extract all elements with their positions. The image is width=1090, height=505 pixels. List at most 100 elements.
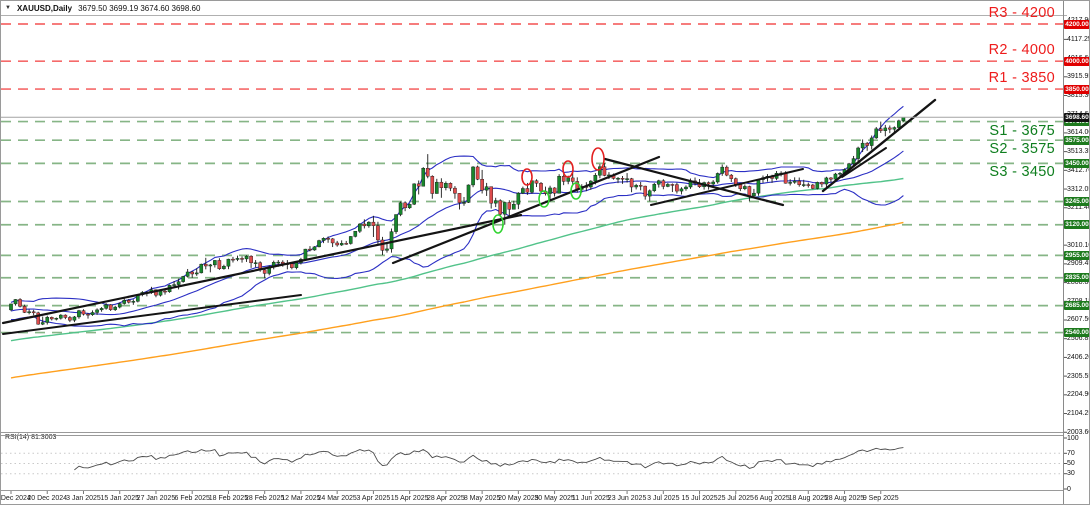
date-tick-label: 10 Dec 2024	[0, 495, 31, 502]
bull-candle	[45, 317, 50, 323]
date-tick-label: 6 Aug 2025	[754, 495, 790, 502]
bear-candle	[620, 178, 625, 180]
swing-high-marker[interactable]	[591, 147, 605, 171]
bear-candle	[376, 225, 380, 241]
swing-high-marker[interactable]	[521, 168, 533, 186]
bull-candle	[616, 178, 620, 180]
bull-candle	[471, 166, 475, 186]
bull-candle	[394, 214, 398, 232]
trendline[interactable]	[603, 157, 785, 207]
date-tick-label: 18 Feb 2025	[208, 495, 249, 502]
date-tick-label: 18 Aug 2025	[788, 495, 828, 502]
bull-candle	[743, 186, 747, 189]
bear-candle	[724, 166, 729, 176]
bull-candle	[666, 184, 670, 187]
support-price-badge: 2955.00	[1064, 250, 1089, 260]
rsi-value: 81.3003	[31, 434, 57, 441]
bull-candle	[598, 166, 602, 176]
bear-candle	[49, 317, 54, 320]
bear-candle	[706, 182, 711, 185]
price-tick-label: 2808.80	[1067, 279, 1090, 287]
price-tick-label: 3010.10	[1067, 241, 1090, 249]
bear-candle	[507, 202, 512, 210]
bear-candle	[783, 172, 788, 184]
swing-low-marker[interactable]	[538, 190, 550, 208]
swing-high-marker[interactable]	[562, 160, 574, 178]
swing-low-marker[interactable]	[570, 182, 582, 200]
rsi-tick-label: 70	[1067, 449, 1075, 457]
bear-candle	[416, 183, 421, 187]
chart-dropdown-arrow-icon[interactable]: ▼	[5, 5, 11, 11]
bull-candle	[466, 184, 471, 203]
date-tick-label: 11 Jun 2025	[571, 495, 610, 502]
bull-candle	[421, 168, 426, 187]
bear-candle	[290, 263, 294, 268]
trendline[interactable]	[821, 98, 937, 193]
bull-candle	[244, 255, 249, 260]
bull-candle	[752, 192, 756, 197]
axis-separator	[1, 490, 1063, 491]
bear-candle	[240, 258, 244, 260]
bear-candle	[63, 314, 68, 318]
bull-candle	[389, 231, 394, 250]
bull-candle	[158, 290, 163, 296]
bull-candle	[185, 271, 190, 277]
swing-low-marker[interactable]	[492, 214, 504, 234]
bear-candle	[126, 300, 131, 303]
resistance-price-badge: 3850.00	[1064, 84, 1089, 94]
support-price-badge: 2685.00	[1064, 301, 1089, 311]
rsi-name: RSI(14)	[5, 434, 30, 441]
trendline[interactable]	[1, 213, 523, 325]
bear-candle	[829, 177, 833, 180]
bear-candle	[729, 174, 734, 179]
bear-candle	[525, 188, 530, 193]
bull-candle	[493, 200, 498, 204]
bear-candle	[453, 187, 457, 194]
date-tick-label: 28 Feb 2025	[245, 495, 285, 502]
date-tick-label: 9 Sep 2025	[862, 495, 899, 502]
bull-candle	[27, 311, 31, 313]
bull-candle	[398, 202, 403, 215]
bear-candle	[68, 317, 72, 321]
bull-candle	[13, 299, 18, 305]
bull-candle	[181, 276, 185, 282]
bear-candle	[638, 185, 643, 187]
bull-candle	[95, 309, 99, 313]
ma-slow-line	[10, 221, 904, 379]
date-tick-label: 12 Mar 2025	[281, 495, 321, 502]
bull-candle	[647, 190, 652, 197]
trendline[interactable]	[650, 168, 804, 206]
bull-candle	[348, 236, 353, 244]
bull-candle	[385, 248, 389, 251]
bear-candle	[865, 142, 869, 146]
date-tick-label: 3 Jul 2025	[647, 495, 680, 502]
pane-divider-bottom[interactable]	[1, 435, 1063, 436]
resistance-label: R3 - 4200	[988, 5, 1055, 21]
date-tick-label: 28 Aug 2025	[824, 495, 865, 502]
bull-candle	[213, 260, 217, 266]
trendline[interactable]	[2, 294, 302, 335]
date-tick-label: 8 May 2025	[463, 495, 501, 502]
bear-candle	[878, 128, 883, 131]
support-price-badge: 2540.00	[1064, 328, 1089, 338]
bull-candle	[711, 181, 715, 185]
bear-candle	[326, 238, 330, 240]
pane-divider-top[interactable]	[1, 432, 1063, 433]
bear-candle	[203, 263, 208, 267]
bull-candle	[566, 177, 570, 182]
bull-candle	[684, 186, 688, 190]
price-tick-label: 2406.20	[1067, 353, 1090, 361]
ohlc-readout: 3679.50 3699.19 3674.60 3698.60	[78, 3, 201, 13]
price-tick-label: 2003.60	[1067, 428, 1090, 436]
bull-candle	[407, 204, 412, 209]
bear-candle	[734, 178, 738, 185]
trendline[interactable]	[841, 147, 887, 178]
bear-candle	[747, 186, 752, 197]
bear-candle	[643, 185, 647, 197]
price-tick-label: 2204.90	[1067, 391, 1090, 399]
bull-candle	[117, 303, 122, 308]
price-tick-label: 4117.25	[1067, 35, 1090, 43]
trendline[interactable]	[391, 155, 661, 265]
